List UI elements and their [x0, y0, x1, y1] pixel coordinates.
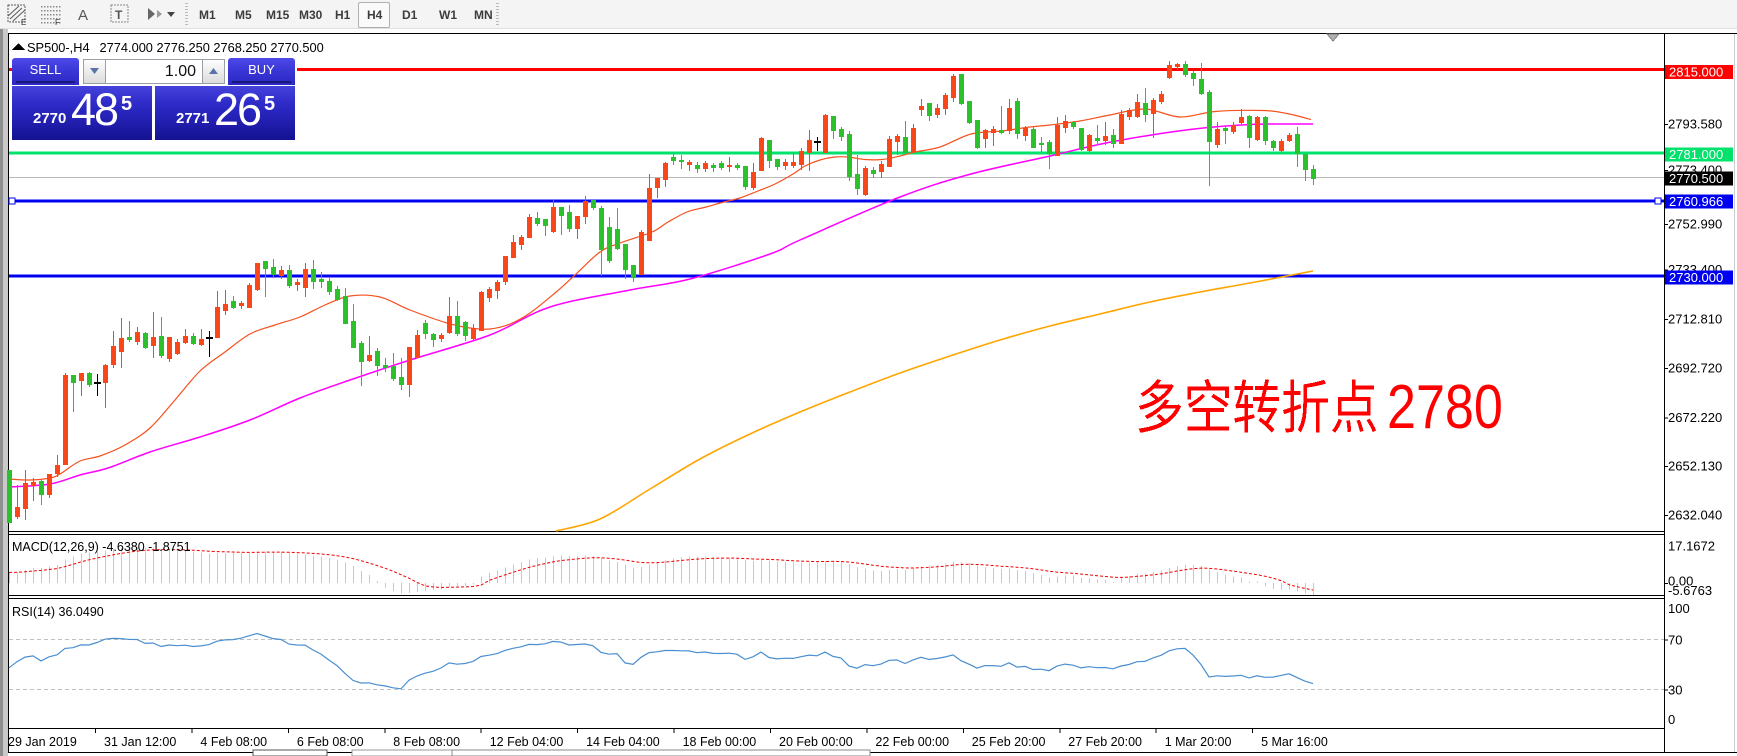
svg-text:A: A	[78, 7, 88, 24]
svg-text:18 Feb 00:00: 18 Feb 00:00	[683, 735, 757, 749]
svg-text:2632.040: 2632.040	[1668, 508, 1722, 523]
svg-text:31 Jan 12:00: 31 Jan 12:00	[104, 735, 176, 749]
svg-text:RSI(14) 36.0490: RSI(14) 36.0490	[12, 605, 104, 619]
svg-text:25 Feb 20:00: 25 Feb 20:00	[972, 735, 1046, 749]
svg-text:2712.810: 2712.810	[1668, 312, 1722, 327]
svg-text:T: T	[115, 8, 123, 22]
svg-text:2692.720: 2692.720	[1668, 361, 1722, 376]
svg-text:8 Feb 08:00: 8 Feb 08:00	[393, 735, 460, 749]
svg-text:2752.990: 2752.990	[1668, 217, 1722, 232]
svg-text:100: 100	[1668, 601, 1690, 616]
svg-text:2730.000: 2730.000	[1669, 270, 1723, 285]
svg-text:20 Feb 00:00: 20 Feb 00:00	[779, 735, 853, 749]
svg-text:SP500-,H4 2774.000 2776.250 2: SP500-,H4 2774.000 2776.250 2768.250 277…	[27, 40, 324, 55]
svg-text:-5.6763: -5.6763	[1668, 583, 1712, 598]
svg-text:29 Jan 2019: 29 Jan 2019	[8, 735, 77, 749]
svg-text:2760.966: 2760.966	[1669, 194, 1723, 209]
svg-text:1 Mar 20:00: 1 Mar 20:00	[1165, 735, 1232, 749]
svg-text:0: 0	[1668, 712, 1675, 727]
svg-text:5 Mar 16:00: 5 Mar 16:00	[1261, 735, 1328, 749]
svg-text:2781.000: 2781.000	[1669, 147, 1723, 162]
svg-text:E: E	[21, 18, 26, 27]
svg-text:2815.000: 2815.000	[1669, 65, 1723, 80]
svg-text:30: 30	[1668, 683, 1682, 698]
svg-text:27 Feb 20:00: 27 Feb 20:00	[1068, 735, 1142, 749]
svg-text:6 Feb 08:00: 6 Feb 08:00	[297, 735, 364, 749]
svg-text:F: F	[55, 18, 60, 27]
svg-text:4 Feb 08:00: 4 Feb 08:00	[200, 735, 267, 749]
svg-text:70: 70	[1668, 633, 1682, 648]
svg-text:2793.580: 2793.580	[1668, 117, 1722, 132]
svg-text:17.1672: 17.1672	[1668, 539, 1715, 554]
svg-text:0.00: 0.00	[1668, 574, 1693, 589]
svg-text:22 Feb 00:00: 22 Feb 00:00	[875, 735, 949, 749]
svg-text:MACD(12,26,9) -4.6380 -1.8751: MACD(12,26,9) -4.6380 -1.8751	[12, 540, 191, 554]
svg-text:14 Feb 04:00: 14 Feb 04:00	[586, 735, 660, 749]
svg-text:2770.500: 2770.500	[1669, 171, 1723, 186]
svg-text:2652.130: 2652.130	[1668, 459, 1722, 474]
svg-text:2780: 2780	[1387, 373, 1503, 442]
svg-text:12 Feb 04:00: 12 Feb 04:00	[490, 735, 564, 749]
svg-text:2672.220: 2672.220	[1668, 410, 1722, 425]
